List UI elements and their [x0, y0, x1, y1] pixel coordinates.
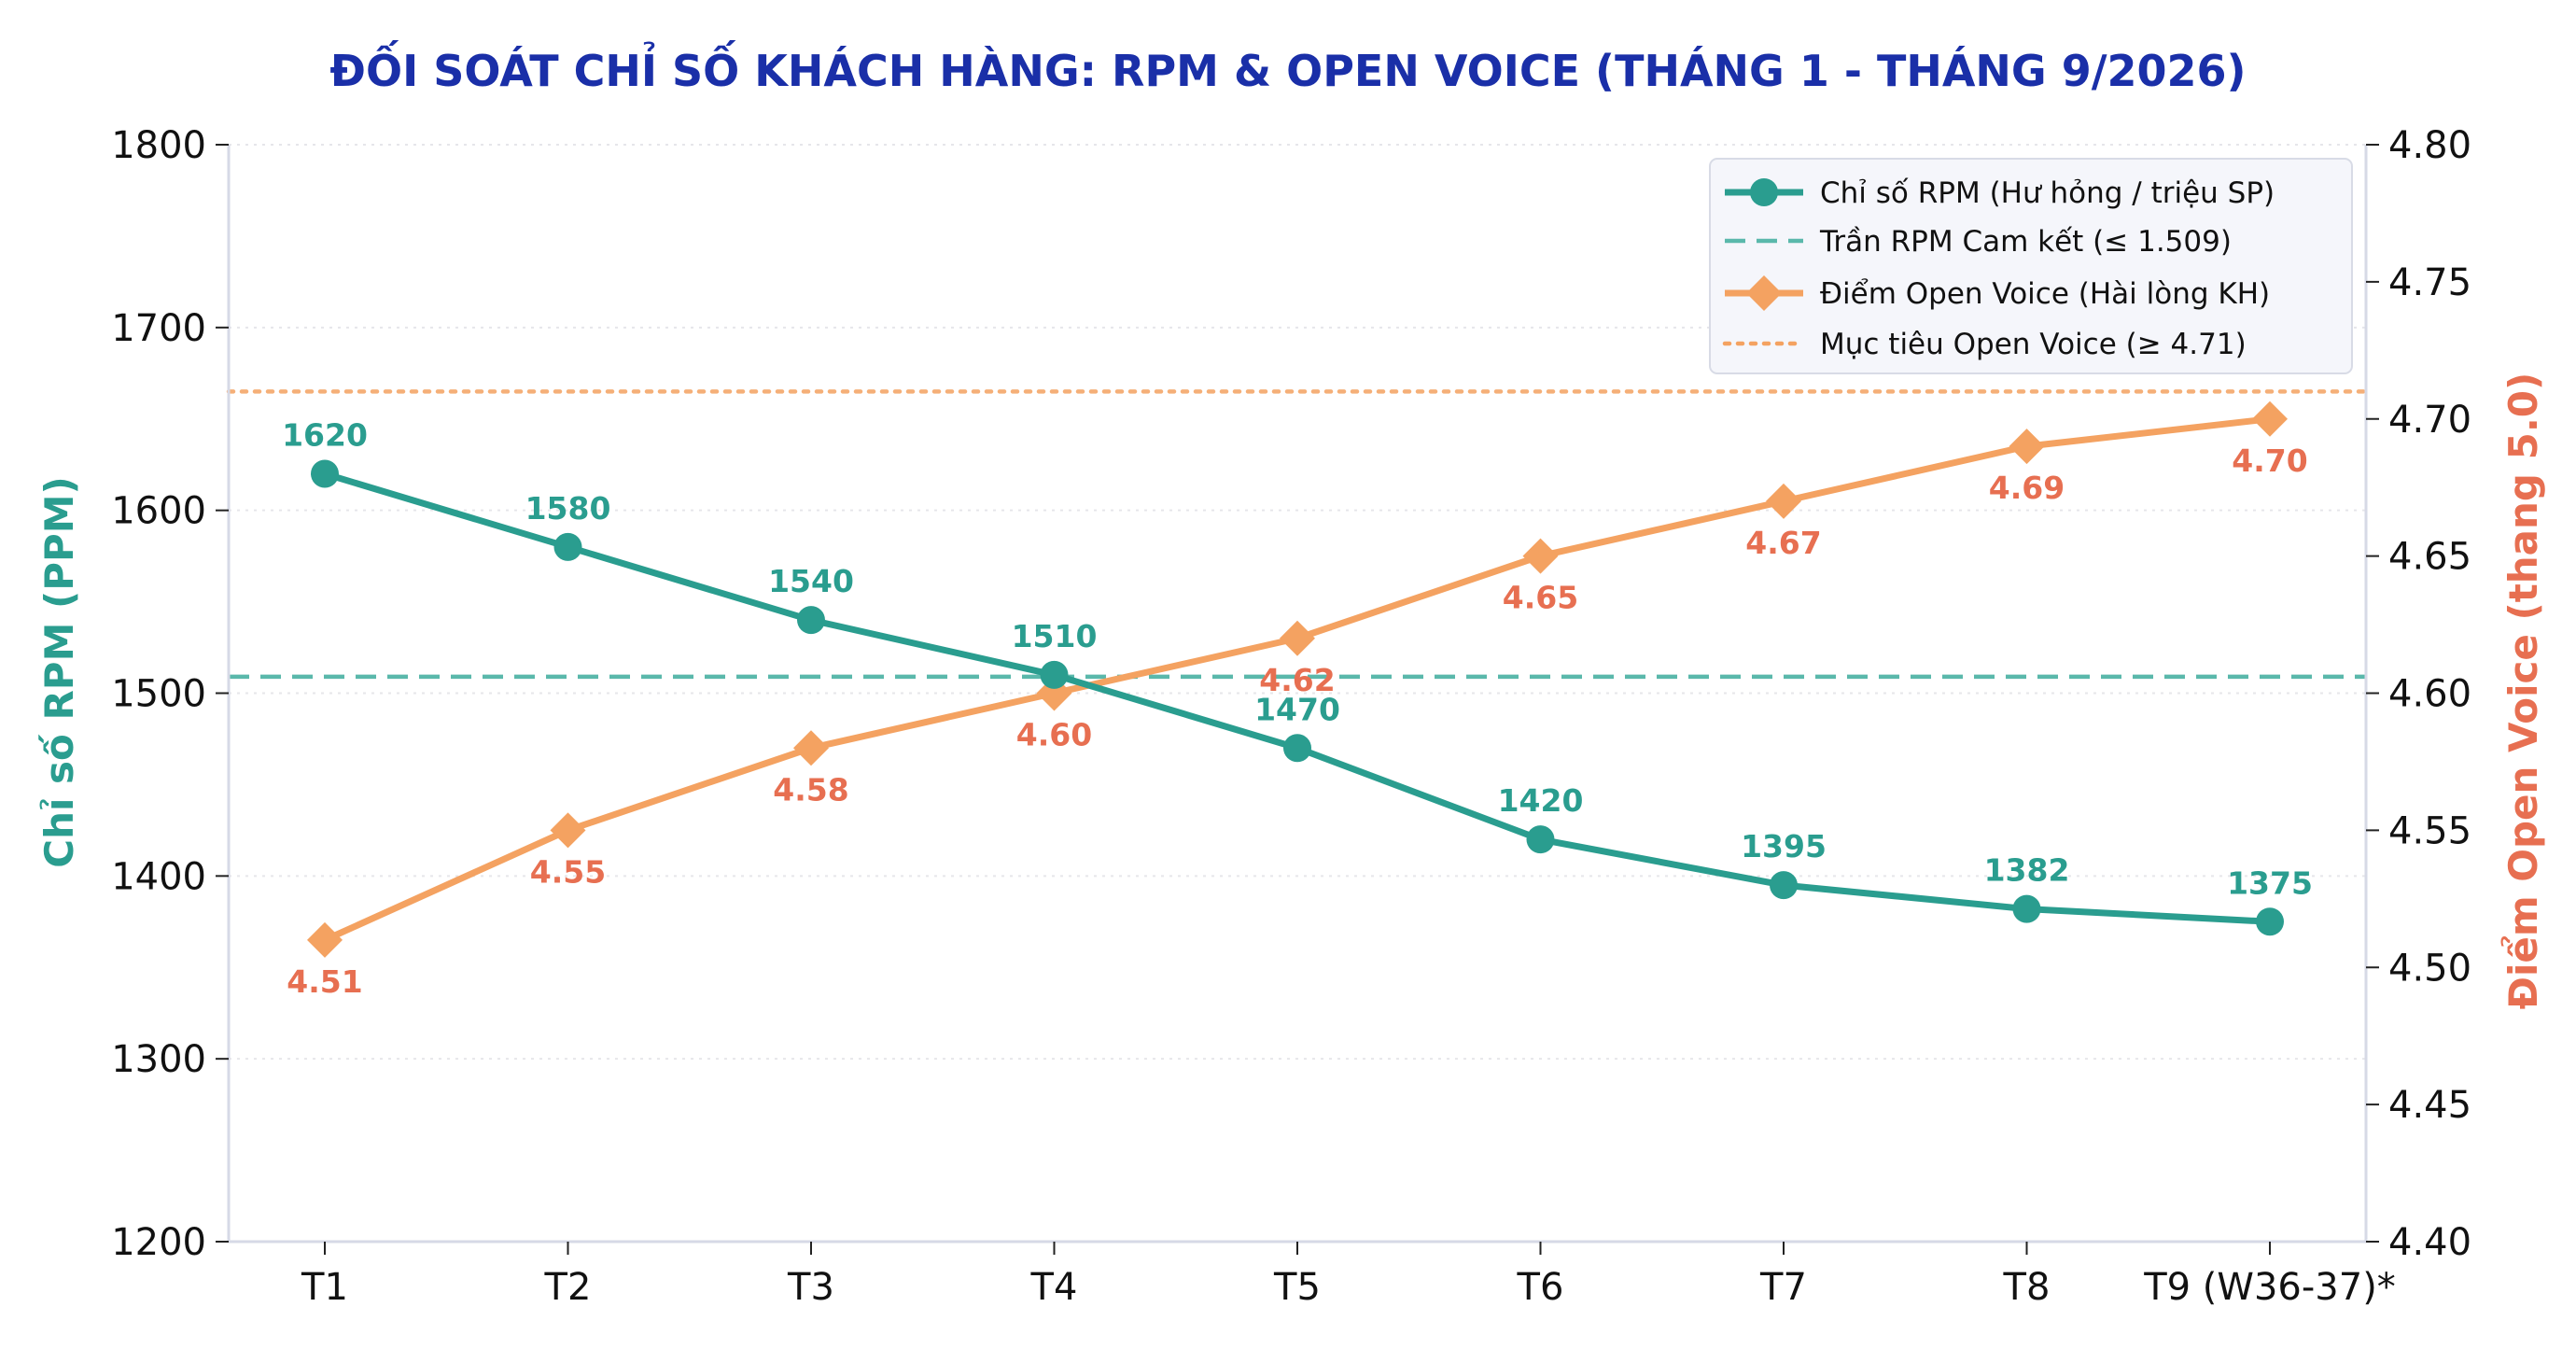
chart-title: ĐỐI SOÁT CHỈ SỐ KHÁCH HÀNG: RPM & OPEN V… — [329, 40, 2246, 96]
x-tick-label: T3 — [787, 1266, 834, 1309]
legend-box — [1709, 158, 2353, 374]
open-voice-data-label: 4.60 — [1016, 717, 1092, 753]
y-right-tick-label: 4.80 — [2388, 124, 2471, 167]
y-right-tick-label: 4.55 — [2388, 809, 2471, 852]
axes: 1200 1300 1400 1500 1600 1700 1800 4.40 4.45 4.50… — [111, 124, 2471, 1309]
rpm-data-label: 1470 — [1254, 691, 1340, 727]
legend-label: Mục tiêu Open Voice (≥ 4.71) — [1820, 328, 2247, 361]
y-axis-left-title: Chỉ số RPM (PPM) — [36, 476, 82, 868]
reference-lines — [226, 389, 2369, 680]
open-voice-marker — [793, 730, 829, 766]
x-tick-label: T4 — [1030, 1266, 1078, 1309]
rpm-data-label: 1382 — [1984, 852, 2070, 889]
rpm-data-label: 1510 — [1012, 618, 1098, 654]
open-voice-data-label: 4.69 — [1989, 470, 2065, 506]
rpm-marker — [1283, 734, 1311, 763]
y-right-tick-label: 4.45 — [2388, 1084, 2471, 1127]
rpm-data-label: 1420 — [1498, 782, 1584, 819]
open-voice-marker — [1522, 538, 1559, 574]
open-voice-marker — [2009, 429, 2045, 465]
open-voice-data-label: 4.70 — [2232, 443, 2307, 479]
x-tick-label: T5 — [1273, 1266, 1321, 1309]
open-voice-data-label: 4.55 — [530, 853, 606, 890]
rpm-marker — [1040, 660, 1069, 689]
rpm-marker — [1770, 871, 1798, 900]
legend-marker-open-voice — [1746, 275, 1782, 311]
open-voice-marker — [1766, 483, 1801, 519]
rpm-data-label: 1375 — [2227, 864, 2313, 901]
y-right-tick-label: 4.65 — [2388, 536, 2471, 579]
open-voice-marker — [1280, 620, 1315, 656]
y-left-tick-label: 1800 — [111, 124, 206, 167]
rpm-data-label: 1580 — [525, 490, 611, 527]
y-right-tick-label: 4.70 — [2388, 399, 2471, 442]
open-voice-data-label: 4.67 — [1745, 525, 1821, 561]
y-left-tick-label: 1200 — [111, 1221, 206, 1264]
y-left-tick-label: 1600 — [111, 490, 206, 533]
rpm-data-label: 1395 — [1741, 828, 1827, 864]
x-tick-label: T6 — [1517, 1266, 1564, 1309]
rpm-data-label: 1620 — [282, 417, 368, 454]
legend-label: Chỉ số RPM (Hư hỏng / triệu SP) — [1820, 176, 2275, 210]
legend-label: Trần RPM Cam kết (≤ 1.509) — [1819, 225, 2232, 259]
legend-label: Điểm Open Voice (Hài lòng KH) — [1820, 277, 2270, 311]
open-voice-marker — [307, 921, 343, 958]
legend-marker-rpm — [1750, 178, 1778, 206]
rpm-marker — [2012, 894, 2041, 923]
y-right-tick-label: 4.60 — [2388, 673, 2471, 716]
open-voice-data-label: 4.65 — [1503, 580, 1578, 616]
y-right-tick-label: 4.40 — [2388, 1221, 2471, 1264]
rpm-marker — [2256, 907, 2284, 936]
y-axis-right-title: Điểm Open Voice (thang 5.0) — [2499, 372, 2546, 1009]
data-labels: 1620 1580 1540 1510 1470 1420 1395 1382 1375 4.51… — [282, 417, 2313, 1000]
y-right-tick-label: 4.50 — [2388, 947, 2471, 990]
y-right-tick-label: 4.75 — [2388, 261, 2471, 304]
open-voice-data-label: 4.62 — [1259, 662, 1335, 698]
y-left-tick-label: 1400 — [111, 855, 206, 898]
x-tick-label: T1 — [301, 1266, 348, 1309]
rpm-data-label: 1540 — [768, 563, 854, 599]
rpm-marker — [311, 459, 339, 488]
legend: Chỉ số RPM (Hư hỏng / triệu SP) Trần RPM … — [1709, 158, 2353, 374]
x-tick-label: T2 — [544, 1266, 592, 1309]
rpm-marker — [797, 606, 825, 635]
open-voice-data-label: 4.58 — [773, 771, 848, 808]
y-left-tick-label: 1700 — [111, 307, 206, 350]
y-left-tick-label: 1300 — [111, 1038, 206, 1081]
open-voice-marker — [2252, 400, 2288, 437]
x-tick-label: T7 — [1759, 1266, 1807, 1309]
x-tick-label: T9 (W36-37)* — [2143, 1266, 2396, 1309]
y-left-tick-label: 1500 — [111, 673, 206, 716]
rpm-marker — [1526, 825, 1555, 854]
x-tick-label: T8 — [2003, 1266, 2051, 1309]
open-voice-marker — [550, 812, 586, 849]
open-voice-data-label: 4.51 — [287, 963, 362, 1000]
series — [307, 400, 2288, 958]
rpm-marker — [553, 532, 582, 561]
